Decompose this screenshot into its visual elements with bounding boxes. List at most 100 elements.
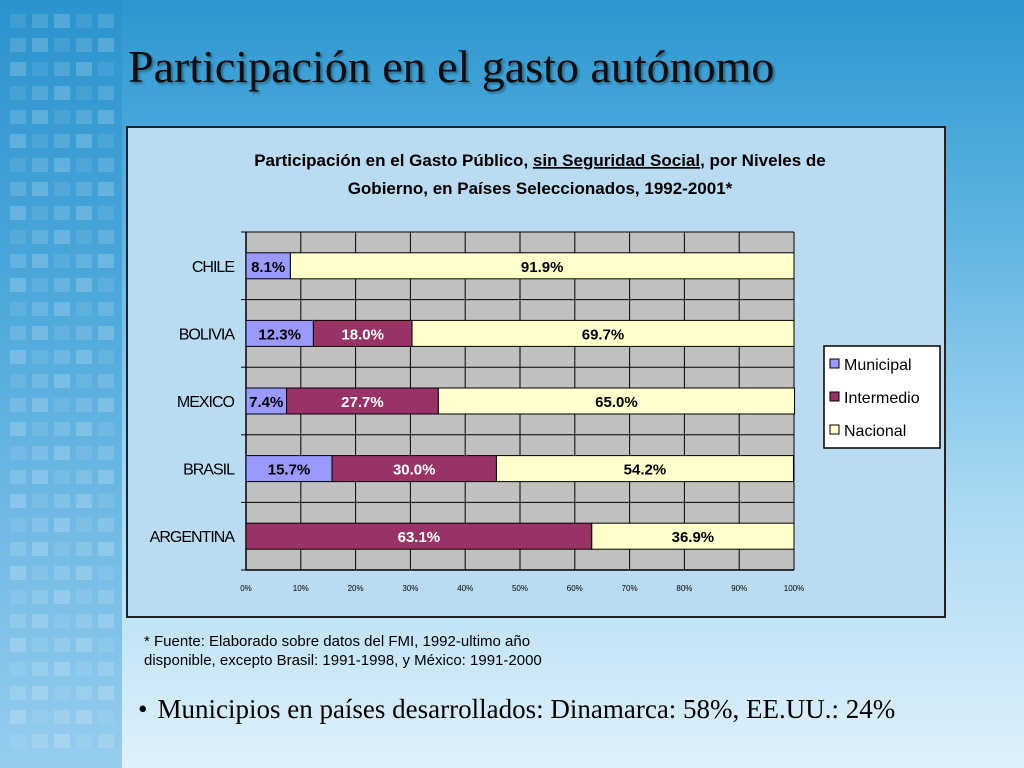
decorative-square [54,230,70,244]
decorative-square [54,350,70,364]
decorative-square [10,614,26,628]
decorative-square [32,326,48,340]
decorative-square [10,134,26,148]
decorative-square [54,374,70,388]
decorative-square [32,446,48,460]
decorative-square [32,374,48,388]
y-category-label: ARGENTINA [150,529,236,546]
decorative-square [76,302,92,316]
decorative-square [54,662,70,676]
decorative-square [32,614,48,628]
decorative-square [10,326,26,340]
legend: Municipal Intermedio Nacional [823,345,941,449]
decorative-square [10,86,26,100]
legend-label: Municipal [844,357,912,374]
data-label: 8.1% [251,259,285,276]
decorative-square [32,350,48,364]
decorative-square [32,14,48,28]
chart-title-line2: Gobierno, en Países Seleccionados, 1992-… [348,179,733,198]
x-tick-label: 50% [512,584,528,593]
decorative-square [98,518,114,532]
decorative-square [10,230,26,244]
bar-segment [245,252,291,280]
decorative-square [98,86,114,100]
decorative-square [54,158,70,172]
decorative-square [54,182,70,196]
chart-title-underlined: sin Seguridad Social [533,151,700,170]
decorative-square [76,206,92,220]
decorative-square [98,134,114,148]
y-category-label: CHILE [192,259,234,276]
decorative-square [54,62,70,76]
decorative-square [10,590,26,604]
decorative-square [76,470,92,484]
x-tick-label: 90% [731,584,747,593]
decorative-square [98,494,114,508]
decorative-square [76,62,92,76]
decorative-square [54,278,70,292]
decorative-square [98,686,114,700]
decorative-square [54,734,70,748]
decorative-square [10,206,26,220]
decorative-square [32,566,48,580]
decorative-square [98,710,114,724]
decorative-square [76,158,92,172]
decorative-square [54,38,70,52]
decorative-square [76,326,92,340]
decorative-square [32,86,48,100]
x-tick-label: 80% [676,584,692,593]
decorative-square [10,254,26,268]
decorative-square [76,230,92,244]
decorative-square [98,38,114,52]
footnote: * Fuente: Elaborado sobre datos del FMI,… [144,632,624,670]
slide-title: Participación en el gasto autónomo [128,41,775,92]
decorative-square [54,326,70,340]
decorative-square [98,374,114,388]
decorative-square [32,734,48,748]
plot-area: 0% 10% 20% 30% 40% 50% 60% 70% 80% 90% 100% CHILE 8.… [150,231,804,593]
data-label: 27.7% [341,394,384,411]
decorative-square [32,38,48,52]
decorative-square [10,374,26,388]
bullet-icon: • [138,694,148,724]
decorative-square [76,278,92,292]
bar-segment [245,387,288,415]
decorative-square [32,158,48,172]
x-tick-label: 60% [567,584,583,593]
chart-frame: Participación en el Gasto Público, sin S… [126,126,946,618]
decorative-square [54,206,70,220]
decorative-square [10,158,26,172]
y-category-label: MEXICO [177,394,235,411]
decorative-square [98,734,114,748]
decorative-square [54,614,70,628]
bullet-text: Municipios en países desarrollados: Dina… [157,694,896,724]
decorative-square [76,638,92,652]
bar-segment [289,252,795,280]
legend-swatch [829,358,840,369]
data-label: 36.9% [672,529,715,546]
decorative-square [98,14,114,28]
decorative-square [76,398,92,412]
decorative-square [10,710,26,724]
legend-box [823,345,941,449]
data-label: 91.9% [521,259,564,276]
data-label: 63.1% [398,529,441,546]
decorative-square [32,686,48,700]
bar-segment [245,455,333,483]
decorative-square [76,110,92,124]
decorative-square [76,686,92,700]
footnote-line-2: disponible, excepto Brasil: 1991-1998, y… [144,652,542,669]
y-category-label: BOLIVIA [179,326,236,343]
decorative-square [76,38,92,52]
decorative-square [10,686,26,700]
bullet-point: • Municipios en países desarrollados: Din… [138,694,895,725]
decorative-square [32,302,48,316]
decorative-square [98,278,114,292]
decorative-square [32,134,48,148]
decorative-square [10,518,26,532]
decorative-square [98,326,114,340]
decorative-square [54,710,70,724]
decorative-square [54,14,70,28]
bar-segment [331,455,497,483]
decorative-square [32,254,48,268]
